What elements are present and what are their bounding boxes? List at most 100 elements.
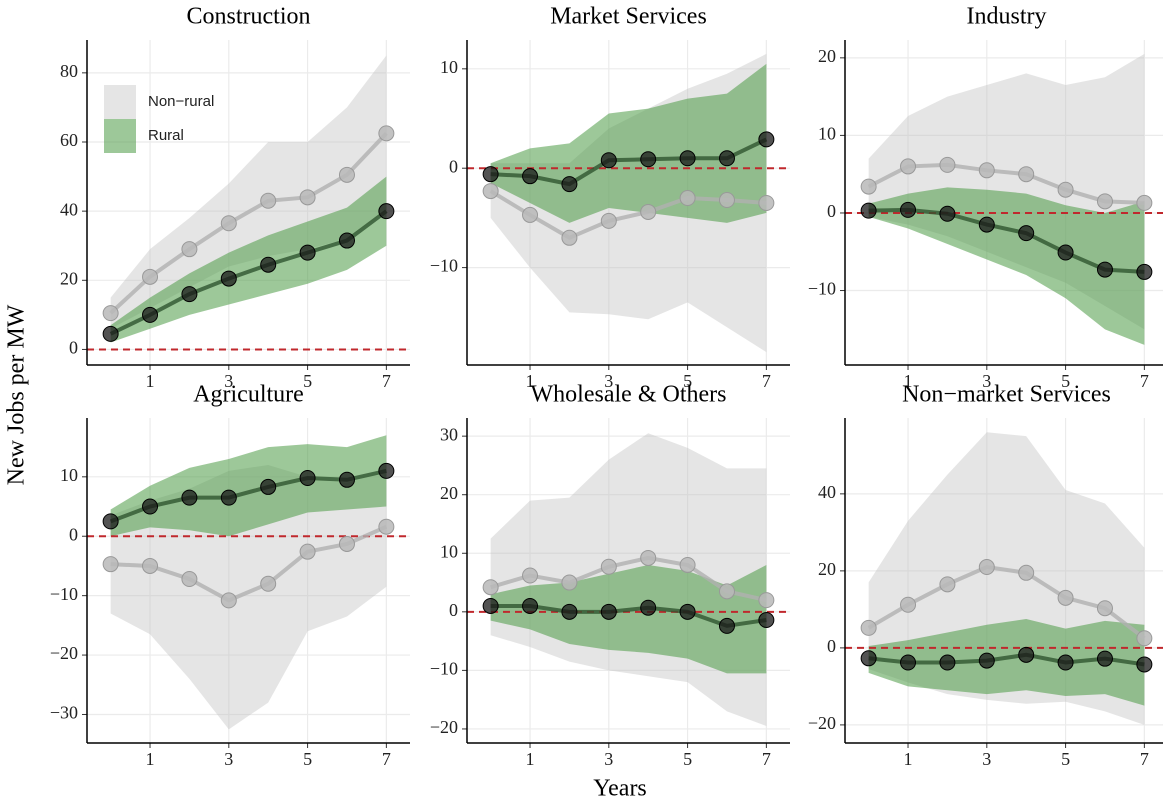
data-point <box>299 470 316 487</box>
y-tick-label: 10 <box>60 465 78 485</box>
x-tick-label: 3 <box>604 371 613 391</box>
data-point <box>1057 654 1074 671</box>
data-point <box>220 270 237 287</box>
data-point <box>522 567 539 584</box>
data-point <box>1136 263 1153 280</box>
x-tick-label: 3 <box>982 371 991 391</box>
data-point <box>482 579 499 596</box>
confidence-band <box>868 187 1145 345</box>
y-tick-label: 20 <box>818 46 836 66</box>
data-point <box>338 471 355 488</box>
data-point <box>522 168 539 185</box>
data-point <box>600 558 617 575</box>
y-tick-label: −10 <box>430 256 458 276</box>
confidence-band <box>110 464 387 730</box>
data-point <box>260 256 277 273</box>
y-tick-label: 80 <box>60 61 78 81</box>
data-point <box>561 176 578 193</box>
data-point <box>181 571 198 588</box>
data-point <box>1018 166 1035 183</box>
data-point <box>102 325 119 342</box>
panel-title: Agriculture <box>193 382 304 408</box>
data-point <box>482 597 499 614</box>
data-point <box>1057 589 1074 606</box>
data-point <box>939 156 956 173</box>
data-point <box>718 617 735 634</box>
x-axis-label: Years <box>593 776 647 802</box>
y-tick-label: 10 <box>818 124 836 144</box>
data-point <box>522 597 539 614</box>
data-point <box>378 203 395 220</box>
data-point <box>978 652 995 669</box>
x-tick-label: 1 <box>526 749 535 769</box>
x-tick-label: 7 <box>382 749 391 769</box>
data-point <box>102 513 119 530</box>
data-point <box>900 596 917 613</box>
data-point <box>378 462 395 479</box>
y-tick-label: 20 <box>60 268 78 288</box>
y-tick-label: 30 <box>440 424 458 444</box>
data-point <box>142 557 159 574</box>
data-point <box>860 202 877 219</box>
data-point <box>860 650 877 667</box>
legend-label: Rural <box>148 127 184 144</box>
y-tick-label: 40 <box>818 482 836 502</box>
data-point <box>679 150 696 167</box>
data-point <box>860 619 877 636</box>
x-tick-label: 7 <box>1140 749 1149 769</box>
y-tick-label: 10 <box>440 541 458 561</box>
data-point <box>718 150 735 167</box>
data-point <box>260 575 277 592</box>
data-point <box>378 125 395 142</box>
data-point <box>299 189 316 206</box>
y-tick-label: −20 <box>808 713 836 733</box>
panel-title: Market Services <box>550 4 707 30</box>
y-tick-label: 0 <box>69 524 78 544</box>
panel-title: Wholesale & Others <box>531 382 727 408</box>
data-point <box>142 498 159 515</box>
data-point <box>1057 181 1074 198</box>
x-tick-label: 1 <box>526 371 535 391</box>
data-point <box>378 518 395 535</box>
legend-label: Non−rural <box>148 93 214 110</box>
data-point <box>900 654 917 671</box>
data-point <box>758 194 775 211</box>
y-tick-label: −20 <box>50 643 78 663</box>
data-point <box>142 306 159 323</box>
data-point <box>1096 600 1113 617</box>
x-tick-label: 3 <box>224 371 233 391</box>
data-point <box>860 178 877 195</box>
data-point <box>561 603 578 620</box>
y-tick-label: 20 <box>818 559 836 579</box>
x-tick-label: 3 <box>604 749 613 769</box>
data-point <box>900 201 917 218</box>
panel-title: Industry <box>967 4 1047 30</box>
y-tick-label: 40 <box>60 199 78 219</box>
data-point <box>181 241 198 258</box>
data-point <box>1018 646 1035 663</box>
y-tick-label: 10 <box>440 57 458 77</box>
data-point <box>102 305 119 322</box>
data-point <box>679 556 696 573</box>
data-point <box>600 152 617 169</box>
x-tick-label: 5 <box>683 371 692 391</box>
data-point <box>1057 244 1074 261</box>
legend-swatch <box>104 119 136 153</box>
data-point <box>561 229 578 246</box>
x-tick-label: 1 <box>904 371 913 391</box>
data-point <box>482 166 499 183</box>
data-point <box>758 612 775 629</box>
data-point <box>1096 193 1113 210</box>
y-tick-label: −30 <box>50 703 78 723</box>
data-point <box>1136 656 1153 673</box>
data-point <box>522 206 539 223</box>
data-point <box>978 559 995 576</box>
y-tick-label: 0 <box>449 600 458 620</box>
data-point <box>600 603 617 620</box>
panel-title: Construction <box>187 4 311 30</box>
data-point <box>718 192 735 209</box>
confidence-band <box>868 619 1145 706</box>
y-tick-label: −10 <box>430 659 458 679</box>
x-tick-label: 1 <box>146 371 155 391</box>
